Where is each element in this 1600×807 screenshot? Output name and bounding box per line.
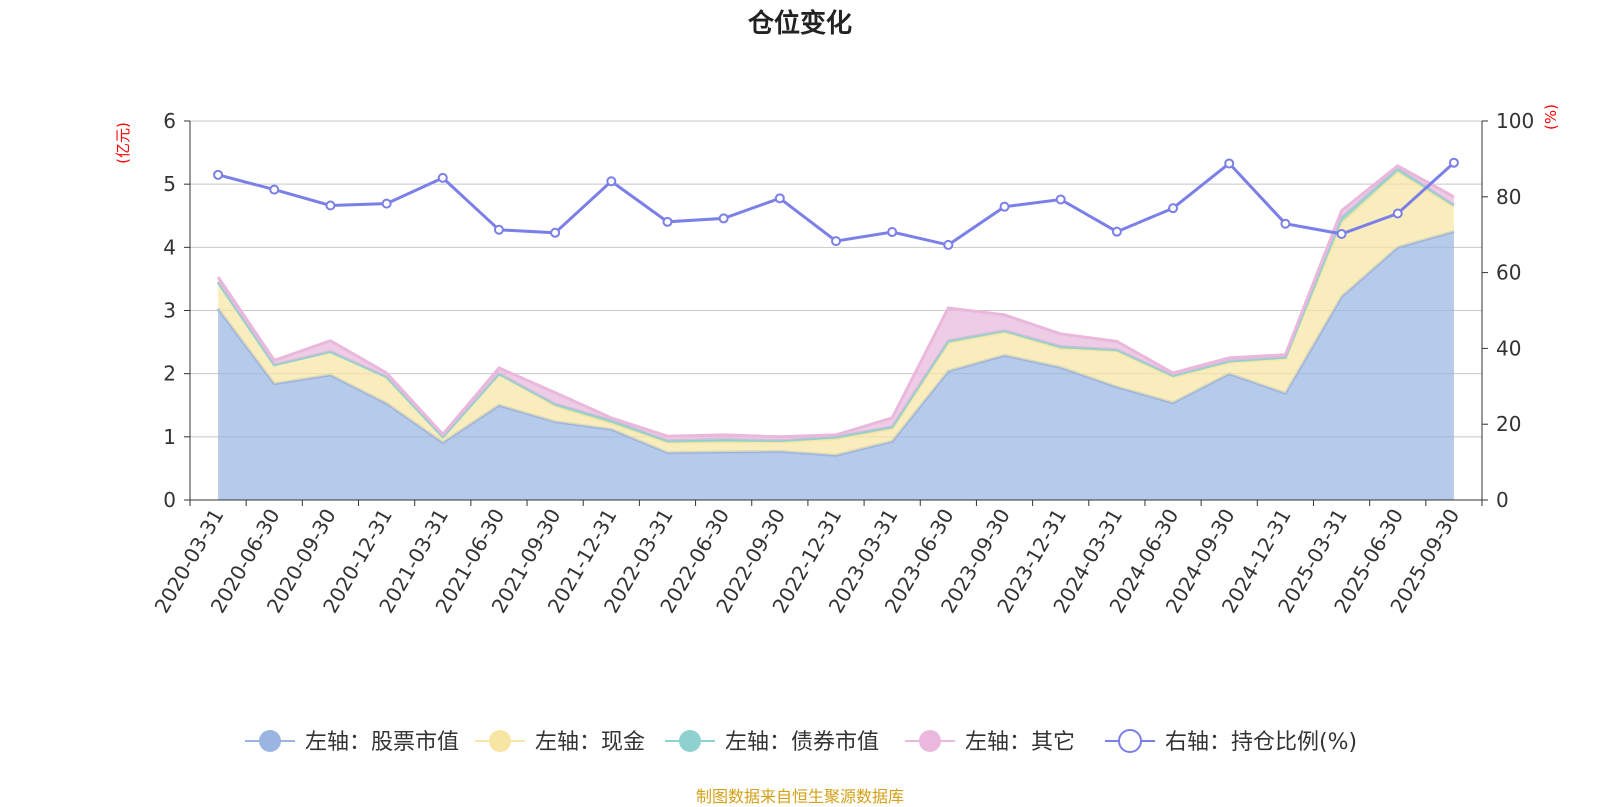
line-point xyxy=(213,169,224,180)
y-left-tick-label: 1 xyxy=(163,425,176,449)
line-point xyxy=(437,172,448,183)
legend-marker xyxy=(679,730,701,752)
data-source-note: 制图数据来自恒生聚源数据库 xyxy=(695,787,904,806)
legend-item: 右轴：持仓比例(%) xyxy=(1105,729,1357,755)
y-right-tick-label: 0 xyxy=(1496,488,1509,512)
area-edge-左轴：其它 xyxy=(216,164,1455,439)
y-left-tick-label: 4 xyxy=(163,235,176,259)
line-point xyxy=(887,227,898,238)
y-right-tick-label: 80 xyxy=(1496,185,1521,209)
line-point xyxy=(1392,208,1403,219)
y-right-tick-label: 60 xyxy=(1496,261,1521,285)
legend-label: 左轴：债券市值 xyxy=(725,730,879,755)
area-左轴：现金 xyxy=(218,171,1454,456)
y-left-axis-label: (亿元) xyxy=(114,122,132,164)
legend-marker xyxy=(489,730,511,752)
line-point xyxy=(774,193,785,204)
line-point xyxy=(1224,158,1235,169)
line-point xyxy=(1336,228,1347,239)
line-point xyxy=(831,236,841,247)
y-left-tick-label: 3 xyxy=(163,299,176,323)
line-point xyxy=(550,227,561,238)
y-left-tick-label: 5 xyxy=(163,172,176,196)
line-point xyxy=(381,198,392,209)
area-layer xyxy=(216,164,1455,500)
line-point xyxy=(1055,194,1066,205)
legend-item: 左轴：现金 xyxy=(475,730,645,755)
legend-item: 左轴：其它 xyxy=(905,730,1075,755)
area-左轴：股票市值 xyxy=(218,231,1454,500)
y-left-tick-label: 0 xyxy=(163,488,176,512)
legend-label: 左轴：其它 xyxy=(965,730,1075,755)
line-point xyxy=(606,176,617,187)
legend-label: 左轴：股票市值 xyxy=(305,730,459,755)
line-layer xyxy=(213,157,1459,250)
legend-item: 左轴：债券市值 xyxy=(665,730,879,755)
line-point xyxy=(1280,218,1291,229)
legend-marker xyxy=(259,730,281,752)
line-point xyxy=(493,224,504,235)
y-right-tick-label: 100 xyxy=(1496,109,1534,133)
y-left-tick-label: 6 xyxy=(163,109,176,133)
line-point xyxy=(943,239,954,250)
line-point xyxy=(1448,157,1459,168)
line-右轴：持仓比例(%) xyxy=(217,161,1455,247)
legend-marker xyxy=(919,730,941,752)
legend-item: 左轴：股票市值 xyxy=(245,730,459,755)
chart-title: 仓位变化 xyxy=(747,8,852,39)
line-point xyxy=(718,213,729,224)
line-point xyxy=(662,216,673,227)
line-point xyxy=(999,201,1010,212)
y-right-tick-label: 20 xyxy=(1496,412,1521,436)
legend-marker xyxy=(1118,729,1142,753)
line-point xyxy=(325,200,336,211)
legend-label: 左轴：现金 xyxy=(535,730,645,755)
line-point xyxy=(1168,203,1179,214)
y-right-axis-label: (%) xyxy=(1542,104,1560,130)
line-point xyxy=(269,184,280,195)
legend: 左轴：股票市值 左轴：现金 左轴：债券市值 左轴：其它 右轴：持仓比例(%) xyxy=(245,729,1357,755)
legend-label: 右轴：持仓比例(%) xyxy=(1165,730,1357,755)
y-right-tick-label: 40 xyxy=(1496,336,1521,360)
line-point xyxy=(1111,226,1122,237)
y-left-tick-label: 2 xyxy=(163,362,176,386)
